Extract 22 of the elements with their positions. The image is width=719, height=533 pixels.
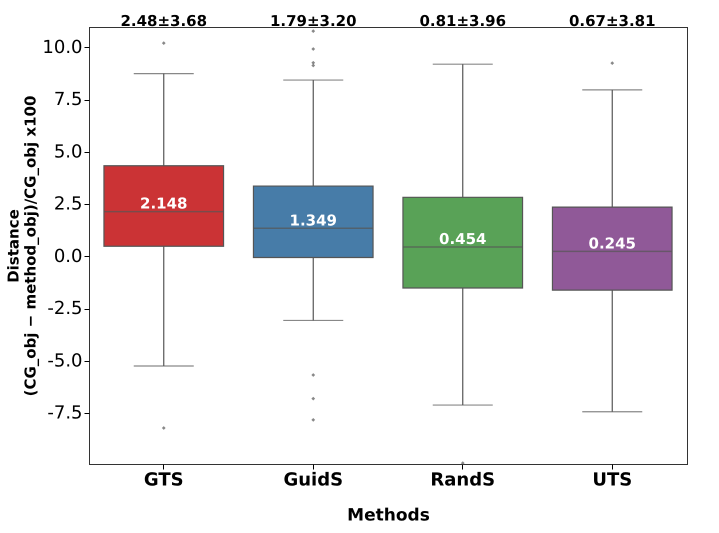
annotation: 0.81±3.96	[419, 12, 506, 30]
x-tick-label: UTS	[592, 470, 632, 490]
annotation: 2.48±3.68	[120, 12, 208, 30]
x-tick-label: GuidS	[283, 470, 344, 490]
x-axis-title: Methods	[347, 506, 430, 526]
y-axis-title: Distance (CG_obj − method_obj)/CG_obj x100	[4, 96, 40, 396]
y-tick-label: -5.0	[47, 350, 82, 372]
text: 2.148	[140, 194, 188, 213]
annotation: 1.79±3.20	[270, 12, 357, 30]
annotation: 0.67±3.81	[568, 12, 656, 30]
text: 0.245	[588, 234, 636, 252]
text: 0.454	[439, 230, 486, 248]
x-tick-label: RandS	[430, 470, 496, 490]
y-tick-label: 7.5	[54, 89, 82, 110]
y-tick-label: 10.0	[42, 36, 82, 58]
y-tick-label: 5.0	[54, 141, 82, 162]
y-tick-label: 2.5	[54, 194, 82, 215]
y-tick-label: 0.0	[54, 246, 82, 267]
x-tick-label: GTS	[144, 470, 184, 490]
text: 1.349	[290, 211, 337, 230]
y-tick-label: -2.5	[47, 298, 82, 320]
y-tick-label: -7.5	[47, 402, 82, 424]
